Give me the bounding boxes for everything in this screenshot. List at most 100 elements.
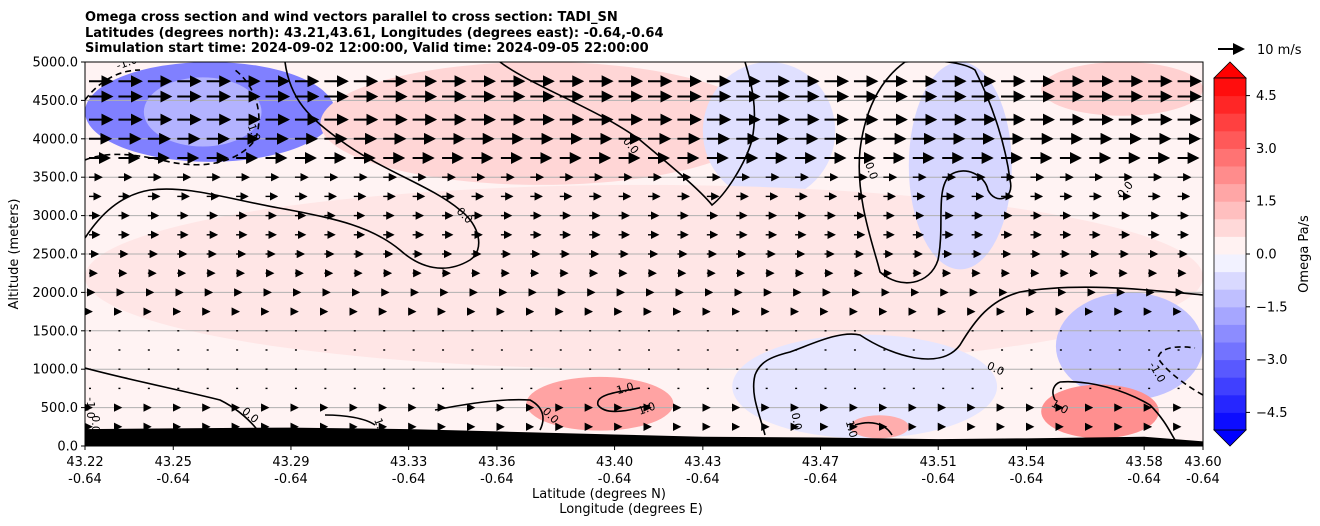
colorbar-tick-label-4: −1.5 <box>1256 300 1288 315</box>
x-tick-label-lon-8: -0.64 <box>921 472 955 487</box>
chart-title-line-2: Latitudes (degrees north): 43.21,43.61, … <box>85 26 664 41</box>
x-tick-label-lon-2: -0.64 <box>274 472 308 487</box>
contour-pos-mid <box>597 387 651 413</box>
colorbar: 4.5 3.0 1.5 0.0 −1.5 −3.0 −4.5 Omega Pa/s <box>1213 61 1312 447</box>
colorbar-band <box>1214 218 1246 237</box>
x-tick-label-lon-0: -0.64 <box>68 472 102 487</box>
colorbar-tick-label-1: 3.0 <box>1256 142 1277 157</box>
plot-area: -1.0-1.00.00.00.00.00.0 -1.01.0 1.01.00.0 0… <box>85 53 1203 446</box>
y-tick-label-9: 4500.0 <box>33 94 79 109</box>
colorbar-extend-top <box>1213 61 1247 79</box>
x-tick-label-lon-7: -0.64 <box>804 472 838 487</box>
colorbar-band <box>1214 166 1246 185</box>
x-tick-label-lat-7: 43.47 <box>802 455 839 470</box>
x-tick-label-lat-4: 43.36 <box>478 455 515 470</box>
contour-zero-lower-left <box>85 367 266 441</box>
contour-neg-right <box>1157 346 1203 396</box>
omega-region-1 <box>143 77 262 147</box>
contour-zero-right <box>858 62 1012 284</box>
colorbar-band <box>1214 342 1246 361</box>
x-tick-label-lat-2: 43.29 <box>272 455 309 470</box>
omega-region-3 <box>702 62 836 201</box>
y-tick-label-3: 1500.0 <box>33 324 79 339</box>
colorbar-band <box>1214 394 1246 413</box>
colorbar-tick-label-6: −4.5 <box>1256 406 1288 421</box>
y-axis-label: Altitude (meters) <box>7 199 22 310</box>
colorbar-tick-label-2: 1.5 <box>1256 195 1277 210</box>
x-tick-label-lon-4: -0.64 <box>480 472 514 487</box>
x-tick-label-lat-8: 43.51 <box>920 455 957 470</box>
omega-region-7 <box>1055 292 1203 400</box>
colorbar-band <box>1214 254 1246 273</box>
omega-region-9 <box>526 376 674 431</box>
quiver-key: 10 m/s <box>1218 43 1302 58</box>
x-tick-label-lat-5: 43.40 <box>596 455 633 470</box>
colorbar-band <box>1214 78 1246 97</box>
y-tick-label-6: 3000.0 <box>33 209 79 224</box>
contour-pos-small <box>854 421 893 436</box>
colorbar-ticks: 4.5 3.0 1.5 0.0 −1.5 −3.0 −4.5 <box>1246 89 1288 421</box>
y-tick-label-2: 1000.0 <box>33 363 79 378</box>
y-tick-label-10: 5000.0 <box>33 56 79 71</box>
y-axis: 0.0 500.0 1000.0 1500.0 2000.0 2500.0 3000.0 35… <box>33 56 85 455</box>
x-tick-label-lon-6: -0.64 <box>686 472 720 487</box>
y-tick-label-1: 500.0 <box>41 401 78 416</box>
colorbar-band <box>1214 324 1246 343</box>
x-tick-label-lon-10: -0.64 <box>1127 472 1161 487</box>
colorbar-band <box>1214 412 1246 431</box>
y-tick-label-7: 3500.0 <box>33 171 79 186</box>
contour-zero-lower-right <box>752 286 1203 436</box>
colorbar-band <box>1214 130 1246 149</box>
wind-vector-layer <box>85 75 1203 431</box>
colorbar-band <box>1214 359 1246 378</box>
quiver-key-label: 10 m/s <box>1257 43 1302 58</box>
x-tick-label-lat-6: 43.43 <box>684 455 721 470</box>
omega-region-10 <box>1041 384 1159 439</box>
colorbar-band <box>1214 183 1246 202</box>
colorbar-band <box>1214 271 1246 290</box>
contour-zero-lower-mid <box>434 398 544 431</box>
colorbar-band <box>1214 289 1246 308</box>
colorbar-tick-label-5: −3.0 <box>1256 353 1288 368</box>
x-tick-label-lon-11: -0.64 <box>1186 472 1220 487</box>
colorbar-band <box>1214 113 1246 132</box>
contour-label-0: -1.0 <box>114 53 139 73</box>
y-tick-label-5: 2500.0 <box>33 248 79 263</box>
x-tick-label-lat-10: 43.58 <box>1126 455 1163 470</box>
colorbar-band <box>1214 377 1246 396</box>
y-tick-label-4: 2000.0 <box>33 286 79 301</box>
x-tick-label-lat-0: 43.22 <box>66 455 103 470</box>
x-tick-label-lon-5: -0.64 <box>598 472 632 487</box>
contour-pos-small-left <box>324 414 376 426</box>
y-tick-label-8: 4000.0 <box>33 132 79 147</box>
colorbar-label: Omega Pa/s <box>1297 215 1312 293</box>
chart-title-line-1: Omega cross section and wind vectors par… <box>85 10 618 25</box>
x-tick-label-lat-9: 43.54 <box>1008 455 1045 470</box>
colorbar-band <box>1214 95 1246 114</box>
x-tick-label-lon-1: -0.64 <box>156 472 190 487</box>
colorbar-bands <box>1214 78 1246 431</box>
colorbar-extend-bottom <box>1213 429 1247 447</box>
omega-region-4 <box>85 184 1203 370</box>
colorbar-band <box>1214 201 1246 220</box>
colorbar-band <box>1214 306 1246 325</box>
terrain-fill <box>85 427 1203 446</box>
omega-region-5 <box>908 62 1012 270</box>
omega-region-8 <box>732 334 998 439</box>
omega-region-6 <box>1041 62 1203 116</box>
x-axis-label-2: Longitude (degrees E) <box>559 502 703 517</box>
y-tick-label-0: 0.0 <box>57 440 78 455</box>
chart-title-line-3: Simulation start time: 2024-09-02 12:00:… <box>85 41 649 56</box>
x-tick-label-lon-3: -0.64 <box>392 472 426 487</box>
colorbar-tick-label-0: 4.5 <box>1256 89 1277 104</box>
x-tick-label-lat-1: 43.25 <box>155 455 192 470</box>
x-axis-label: Latitude (degrees N) <box>532 487 666 502</box>
x-tick-label-lat-11: 43.60 <box>1184 455 1221 470</box>
colorbar-band <box>1214 236 1246 255</box>
colorbar-tick-label-3: 0.0 <box>1256 248 1277 263</box>
x-axis: 43.22 -0.64 43.25 -0.64 43.29 -0.64 43.33 -0.64… <box>66 446 1222 487</box>
contour-label-10: 1.0 <box>615 380 635 397</box>
contour-zero-left <box>85 62 480 269</box>
x-tick-label-lat-3: 43.33 <box>390 455 427 470</box>
